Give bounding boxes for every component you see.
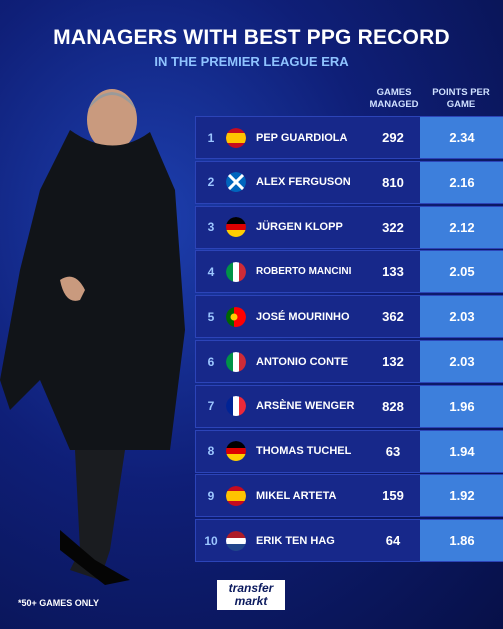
manager-name: ANTONIO CONTE <box>256 355 349 368</box>
flag <box>226 117 246 158</box>
games-managed: 322 <box>382 219 404 235</box>
rank: 1 <box>207 130 215 145</box>
ppg-cell <box>420 520 503 562</box>
points-per-game: 2.03 <box>449 309 475 325</box>
games-managed: 828 <box>382 398 404 414</box>
manager-name: ERIK TEN HAG <box>256 534 335 547</box>
manager-name: ROBERTO MANCINI <box>256 266 352 278</box>
rank: 5 <box>207 309 215 324</box>
games-managed: 133 <box>382 264 404 280</box>
ppg-cell <box>420 206 503 248</box>
logo: transfer markt <box>217 580 285 610</box>
ppg-cell <box>420 341 503 382</box>
manager-name: ARSÈNE WENGER <box>256 400 355 413</box>
points-per-game: 1.86 <box>449 533 475 549</box>
table-row: 4 ROBERTO MANCINI 133 2.05 <box>195 250 503 294</box>
logo-text: transfer <box>228 581 274 595</box>
manager-name: PEP GUARDIOLA <box>256 131 348 144</box>
manager-name: MIKEL ARTETA <box>256 489 337 502</box>
ppg-cell <box>420 296 503 338</box>
rank: 2 <box>207 175 215 190</box>
games-managed: 132 <box>382 354 404 369</box>
logo-text: markt <box>234 594 268 608</box>
subtitle: IN THE PREMIER LEAGUE ERA <box>154 54 349 69</box>
points-per-game: 1.94 <box>449 443 475 459</box>
ppg-cell <box>420 475 503 517</box>
table-row: 6 ANTONIO CONTE 132 2.03 <box>195 340 503 383</box>
ppg-cell <box>420 117 503 158</box>
table-row: 2 ALEX FERGUSON 810 2.16 <box>195 160 503 204</box>
points-per-game: 2.03 <box>449 354 475 369</box>
points-per-game: 2.34 <box>449 130 475 145</box>
table-row: 10 ERIK TEN HAG 64 1.86 <box>195 519 503 563</box>
rank: 7 <box>207 399 215 414</box>
games-managed: 63 <box>385 443 401 459</box>
flag <box>226 475 246 516</box>
games-managed: 292 <box>382 130 404 145</box>
games-managed: 159 <box>382 488 404 504</box>
games-managed: 64 <box>385 533 401 549</box>
manager-name: THOMAS TUCHEL <box>256 445 352 458</box>
manager-name: JÜRGEN KLOPP <box>256 221 343 234</box>
manager-name: ALEX FERGUSON <box>256 176 351 189</box>
points-per-game: 2.05 <box>449 264 475 280</box>
table-row: 3 JÜRGEN KLOPP 322 2.12 <box>195 205 503 249</box>
table-row: 5 JOSÉ MOURINHO 362 2.03 <box>195 295 503 339</box>
manager-photo <box>0 89 185 585</box>
flag <box>226 386 246 427</box>
table-row: 9 MIKEL ARTETA 159 1.92 <box>195 474 503 518</box>
flag <box>226 207 246 248</box>
flag <box>226 251 246 292</box>
rank: 8 <box>207 444 215 459</box>
flag <box>226 431 246 472</box>
games-managed: 810 <box>382 174 404 190</box>
rank: 6 <box>207 354 215 369</box>
points-per-game: 2.12 <box>449 219 475 235</box>
column-header: GAMES MANAGED <box>369 87 419 110</box>
points-per-game: 1.96 <box>449 398 475 414</box>
games-managed: 362 <box>382 309 404 325</box>
table-row: 7 ARSÈNE WENGER 828 1.96 <box>195 384 503 428</box>
ppg-cell <box>420 251 503 293</box>
footnote: *50+ GAMES ONLY <box>18 598 99 608</box>
rank: 9 <box>207 488 215 503</box>
rank: 3 <box>207 220 215 235</box>
table-row: 1 PEP GUARDIOLA 292 2.34 <box>195 116 503 159</box>
manager-name: JOSÉ MOURINHO <box>256 310 350 323</box>
points-per-game: 1.92 <box>449 488 475 504</box>
ppg-cell <box>420 385 503 427</box>
rank: 4 <box>207 264 215 279</box>
ppg-cell <box>420 161 503 203</box>
flag <box>226 520 246 561</box>
title: MANAGERS WITH BEST PPG RECORD <box>53 26 450 49</box>
column-header: POINTS PER GAME <box>432 87 490 110</box>
table-row: 8 THOMAS TUCHEL 63 1.94 <box>195 429 503 473</box>
ppg-cell <box>420 430 503 472</box>
flag <box>226 296 246 337</box>
points-per-game: 2.16 <box>449 174 475 190</box>
flag <box>226 162 246 203</box>
flag <box>226 341 246 382</box>
rank: 10 <box>204 533 218 548</box>
